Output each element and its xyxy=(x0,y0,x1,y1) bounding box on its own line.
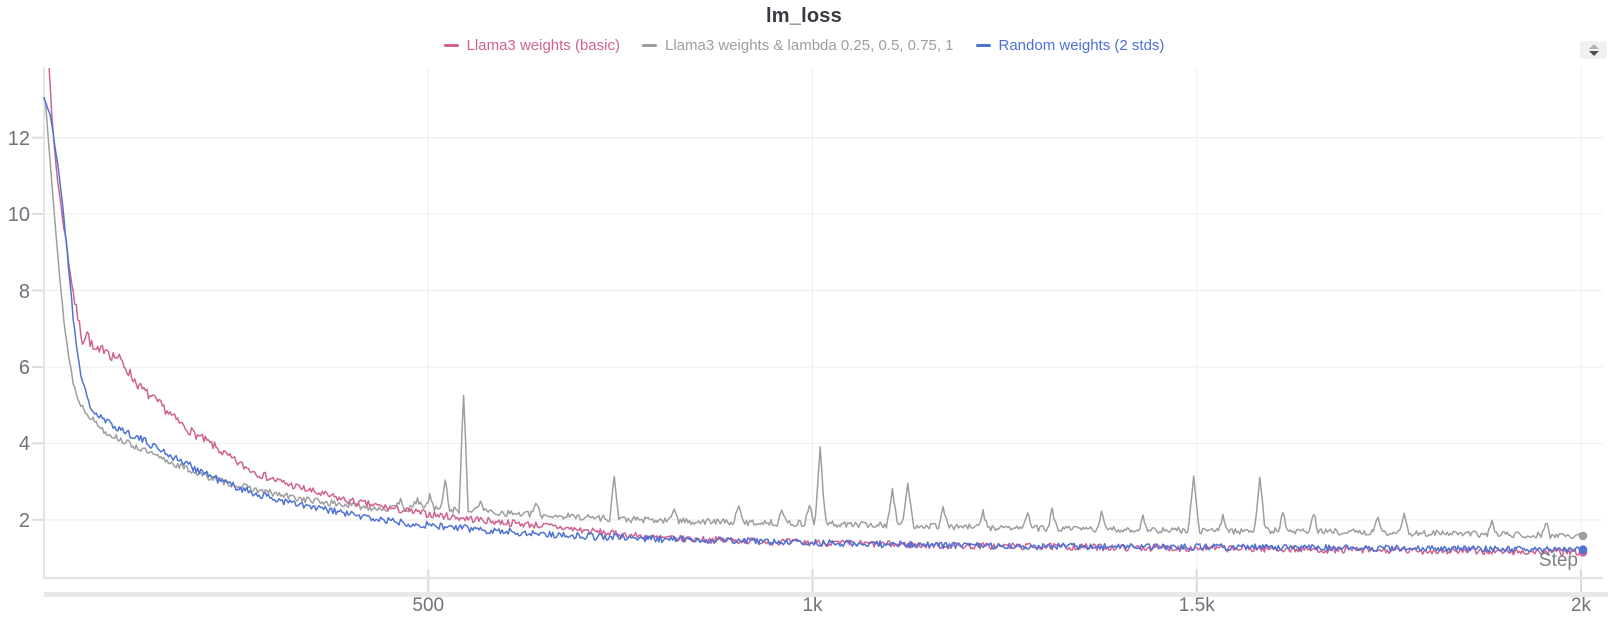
y-tick-label: 10 xyxy=(7,204,30,227)
legend-item-2[interactable]: Random weights (2 stds) xyxy=(975,37,1165,54)
y-tick-label: 2 xyxy=(18,509,30,532)
y-tick-label: 12 xyxy=(7,127,30,150)
x-tick-label: 1k xyxy=(802,595,823,616)
legend-item-1[interactable]: Llama3 weights & lambda 0.25, 0.5, 0.75,… xyxy=(641,37,954,54)
legend-dash-icon xyxy=(641,44,657,47)
y-tick-label: 8 xyxy=(18,280,30,303)
legend-label: Random weights (2 stds) xyxy=(998,37,1165,54)
legend-dash-icon xyxy=(443,44,459,47)
triangle-up-icon xyxy=(1588,44,1599,49)
legend-label: Llama3 weights & lambda 0.25, 0.5, 0.75,… xyxy=(664,37,954,54)
chart-title: lm_loss xyxy=(766,5,842,27)
legend-dash-icon xyxy=(975,44,991,47)
x-axis-title: Step xyxy=(1538,550,1578,571)
legend-label: Llama3 weights (basic) xyxy=(466,37,620,54)
x-tick-label: 1.5k xyxy=(1178,595,1215,616)
x-tick-label: 2k xyxy=(1570,595,1592,616)
legend-item-0[interactable]: Llama3 weights (basic) xyxy=(443,37,620,54)
triangle-down-icon xyxy=(1588,51,1599,56)
y-tick-label: 4 xyxy=(18,433,30,456)
x-tick-label: 500 xyxy=(412,595,445,616)
chart-legend: Llama3 weights (basic) Llama3 weights & l… xyxy=(0,37,1608,54)
y-tick-label: 6 xyxy=(18,356,30,379)
panel-stepper-button[interactable] xyxy=(1580,41,1607,59)
